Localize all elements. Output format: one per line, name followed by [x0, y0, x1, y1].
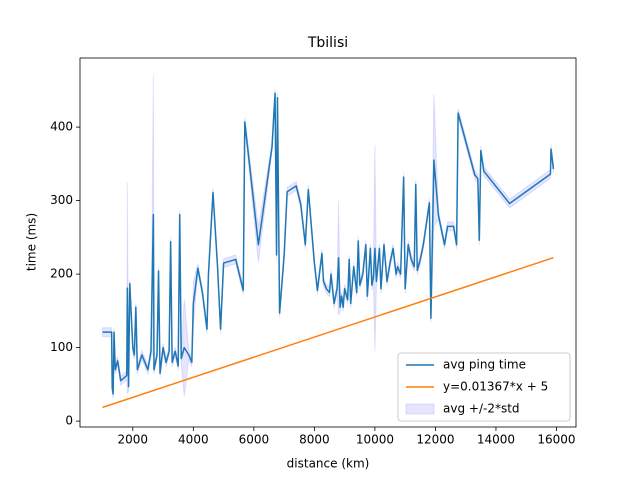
legend-box [397, 352, 571, 422]
x-axis-label: distance (km) [287, 457, 370, 471]
y-tick-label: 100 [50, 340, 73, 354]
y-tick-label: 300 [50, 193, 73, 207]
chart-title: Tbilisi [307, 35, 348, 51]
legend-label: avg +/-2*std [443, 402, 520, 416]
legend-swatch [405, 403, 435, 415]
plot-frame [79, 57, 577, 428]
series-line [102, 256, 554, 409]
x-tick-label: 8000 [299, 433, 330, 447]
x-tick-label: 12000 [416, 433, 454, 447]
x-tick-label: 4000 [178, 433, 209, 447]
y-tick-label: 200 [50, 267, 73, 281]
x-tick-label: 16000 [537, 433, 575, 447]
y-axis-label: time (ms) [25, 213, 39, 271]
y-tick-label: 0 [65, 414, 73, 428]
series-line [102, 92, 555, 395]
y-tick-label: 400 [50, 120, 73, 134]
x-tick-label: 10000 [356, 433, 394, 447]
x-tick-label: 14000 [477, 433, 515, 447]
legend-label: y=0.01367*x + 5 [443, 380, 548, 394]
legend-label: avg ping time [443, 358, 526, 372]
x-tick-label: 2000 [118, 433, 149, 447]
x-tick-label: 6000 [239, 433, 270, 447]
